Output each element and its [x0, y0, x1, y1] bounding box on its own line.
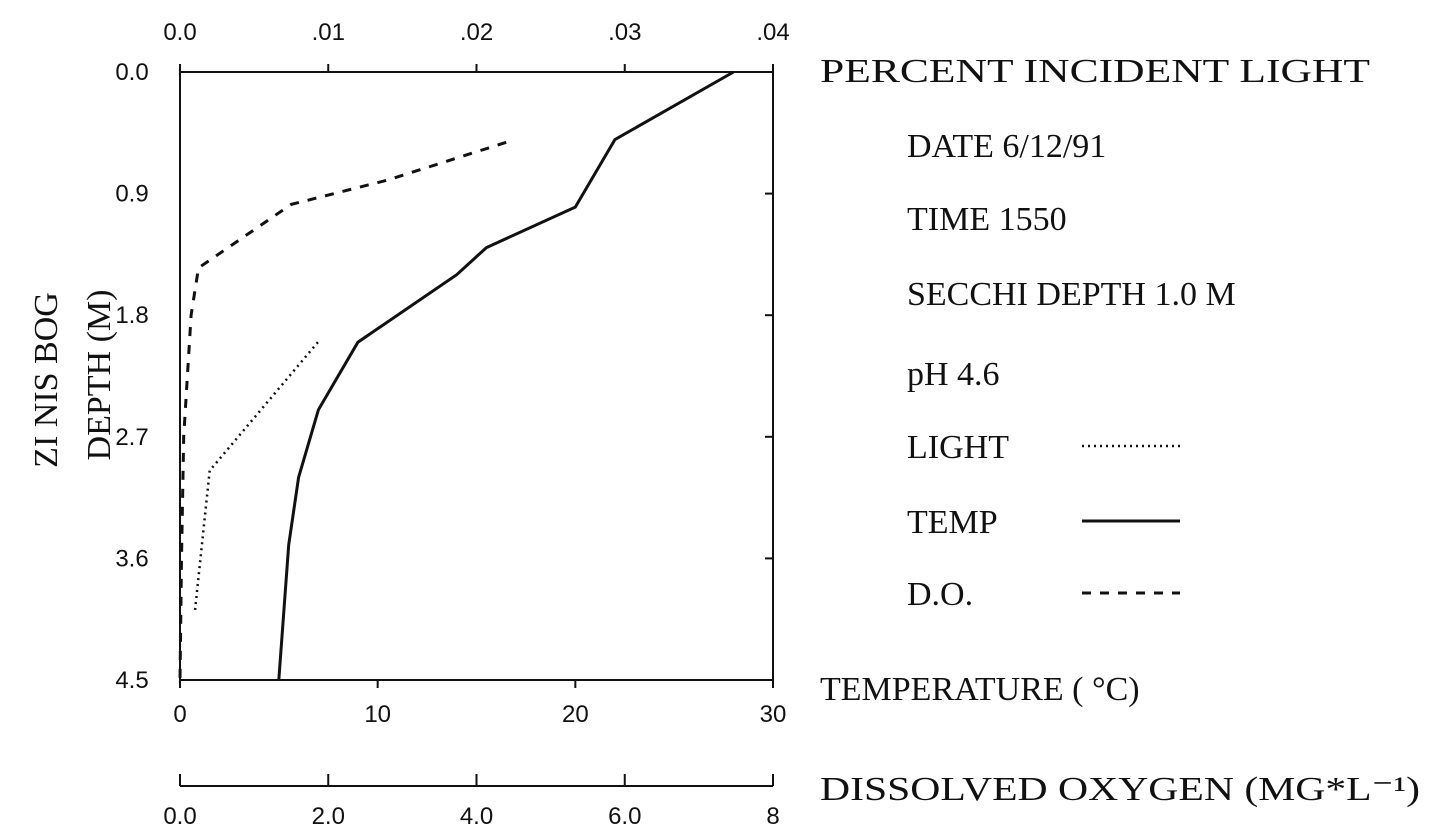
temp-tick-label: 30: [760, 701, 787, 728]
legend-label: TEMP: [907, 504, 998, 541]
plot-frame: [179, 71, 774, 681]
light-tick-label: .02: [460, 19, 493, 46]
series-line-temp: [277, 70, 735, 681]
series-lines: [178, 70, 735, 681]
info-time: TIME 1550: [907, 201, 1067, 238]
temp-axis-title: TEMPERATURE ( °C): [820, 671, 1140, 708]
y-axis-title: DEPTH (M): [81, 290, 118, 461]
series-line-light: [193, 341, 319, 613]
legend-label: D.O.: [907, 576, 973, 613]
oxygen-tick-label: 4.0: [460, 803, 493, 830]
temp-tick-label: 10: [364, 701, 391, 728]
oxygen-tick-label: 2.0: [312, 803, 345, 830]
light-tick-label: .04: [756, 19, 789, 46]
temp-tick-label: 0: [173, 701, 186, 728]
series-line-do: [178, 140, 507, 681]
y-tick-label: 4.5: [115, 667, 148, 694]
y-tick-label: 1.8: [115, 302, 148, 329]
legend-label: LIGHT: [907, 429, 1009, 466]
y-tick-label: 2.7: [115, 424, 148, 451]
info-date: DATE 6/12/91: [907, 128, 1106, 165]
light-tick-label: .03: [608, 19, 641, 46]
site-label: ZI NIS BOG: [28, 292, 65, 468]
oxygen-tick-label: 0.0: [163, 803, 196, 830]
info-secchi: SECCHI DEPTH 1.0 M: [907, 276, 1236, 313]
y-tick-label: 0.0: [115, 59, 148, 86]
oxygen-axis-title: DISSOLVED OXYGEN (MG*L⁻¹): [820, 771, 1420, 808]
light-axis-title: PERCENT INCIDENT LIGHT: [820, 53, 1370, 90]
light-tick-label: .01: [312, 19, 345, 46]
oxygen-tick-label: 6.0: [608, 803, 641, 830]
oxygen-tick-label: 8: [766, 803, 779, 830]
light-tick-label: 0.0: [163, 19, 196, 46]
temp-tick-label: 20: [562, 701, 589, 728]
y-tick-label: 3.6: [115, 545, 148, 572]
legend: LIGHT TEMP D.O.: [907, 429, 1180, 613]
y-tick-label: 0.9: [115, 181, 148, 208]
axis-ticks: 0.0 0.9 1.8 2.7 3.6 4.5 0.0 .01 .02 .03 .04 0 10 20 30…: [115, 19, 789, 830]
info-ph: pH 4.6: [907, 356, 1000, 393]
